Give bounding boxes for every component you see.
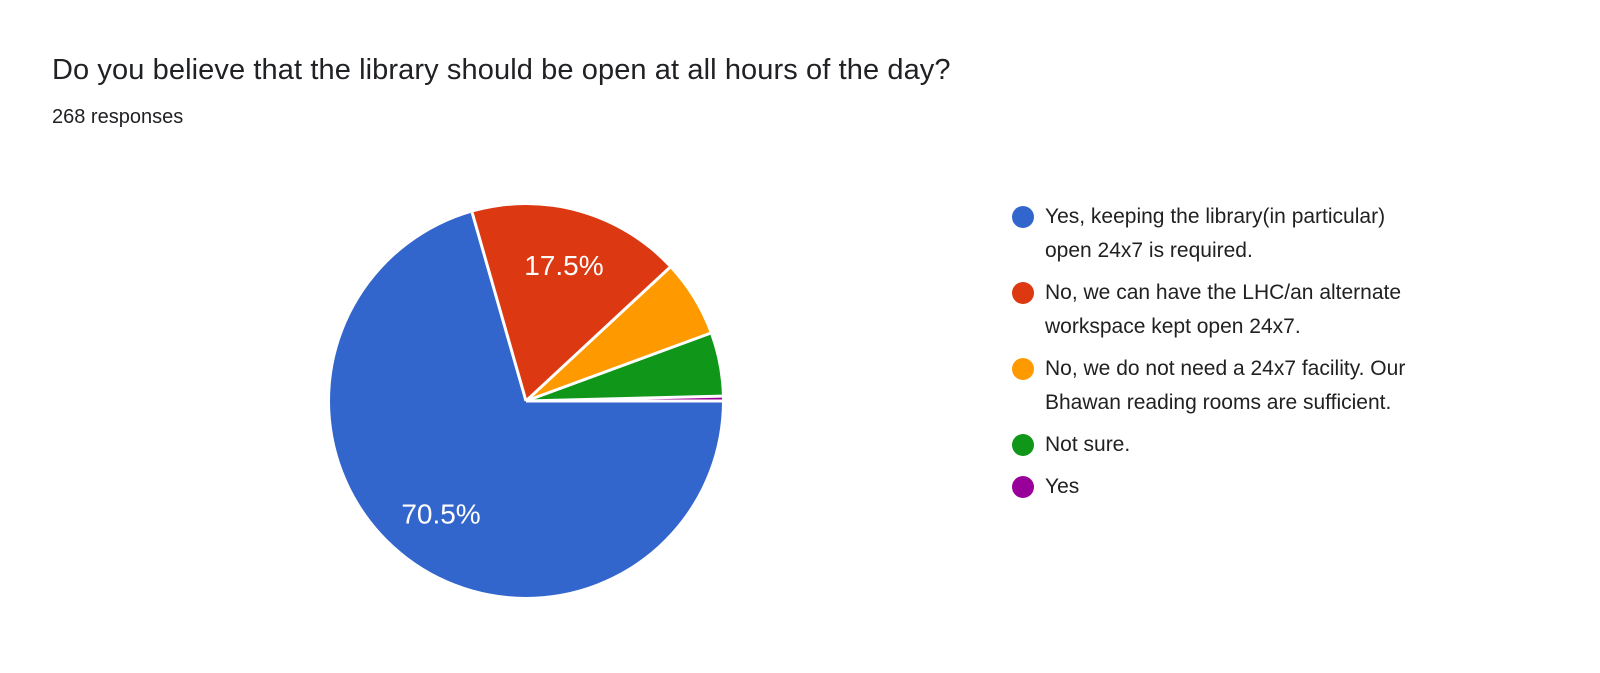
legend-label-line: Yes [1045, 475, 1080, 498]
pie-slice-1[interactable] [472, 205, 670, 401]
legend-label: Yes, keeping the library(in particular) o… [1045, 200, 1385, 268]
pie-slice-0[interactable] [330, 212, 722, 598]
pie-chart-svg: 70.5% 17.5% [330, 205, 722, 598]
legend-color-dot [1012, 206, 1034, 228]
legend-color-dot [1012, 282, 1034, 304]
pie-slice-2[interactable] [526, 267, 710, 401]
legend-color-dot [1012, 434, 1034, 456]
legend-label: Yes [1045, 470, 1079, 504]
slice-percentage-label-0: 70.5% [401, 498, 480, 529]
legend-color-dot [1012, 476, 1034, 498]
legend-label-line: open 24x7 is required. [1045, 239, 1253, 262]
slice-percentage-label-1: 17.5% [524, 250, 603, 281]
legend-label-line: workspace kept open 24x7. [1045, 315, 1301, 338]
legend-label-line: Not sure. [1045, 433, 1131, 456]
legend-label-line: Yes, keeping the library(in particular) [1045, 205, 1386, 228]
slice-separator [470, 212, 528, 402]
chart-legend: Yes, keeping the library(in particular) o… [1012, 200, 1492, 504]
legend-color-dot [1012, 358, 1034, 380]
legend-label: No, we do not need a 24x7 facility. Our B… [1045, 352, 1405, 420]
legend-label-line: No, we do not need a 24x7 facility. Our [1045, 357, 1406, 380]
legend-label: No, we can have the LHC/an alternate work… [1045, 276, 1401, 344]
response-count: 268 responses [52, 106, 184, 128]
legend-label-line: Bhawan reading rooms are sufficient. [1045, 391, 1392, 414]
slice-separator [525, 331, 711, 403]
legend-item-0: Yes, keeping the library(in particular) o… [1012, 200, 1492, 268]
legend-item-3: Not sure. [1012, 428, 1492, 462]
legend-label: Not sure. [1045, 428, 1130, 462]
slice-separator [524, 266, 671, 403]
legend-item-4: Yes [1012, 470, 1492, 504]
legend-item-2: No, we do not need a 24x7 facility. Our B… [1012, 352, 1492, 420]
legend-item-1: No, we can have the LHC/an alternate work… [1012, 276, 1492, 344]
pie-chart: 70.5% 17.5% [316, 191, 736, 611]
slice-separator [525, 394, 722, 403]
question-title: Do you believe that the library should b… [52, 54, 951, 86]
legend-label-line: No, we can have the LHC/an alternate [1045, 281, 1402, 304]
